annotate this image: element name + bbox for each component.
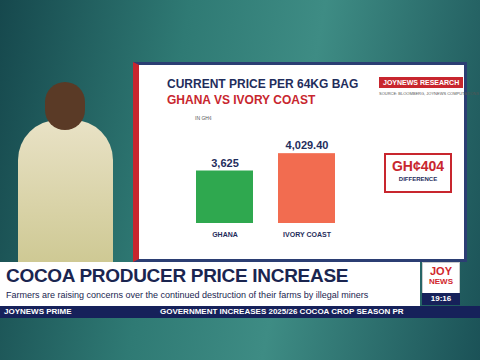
svg-text:4,029.40: 4,029.40 bbox=[286, 139, 329, 151]
html-text:CURRENT PRICE PER 64KG BAG: CURRENT PRICE PER 64KG BAG bbox=[167, 77, 359, 91]
html-text:IN GH¢: IN GH¢ bbox=[195, 115, 212, 121]
html-text:DIFFERENCE: DIFFERENCE bbox=[398, 176, 438, 182]
html-text:JOY: JOY bbox=[430, 265, 452, 277]
svg-text:IVORY COAST: IVORY COAST bbox=[283, 231, 332, 238]
html-text:GH¢404: GH¢404 bbox=[391, 158, 445, 174]
html-text:GHANA VS IVORY COAST: GHANA VS IVORY COAST bbox=[167, 93, 316, 107]
html-text:COCOA PRODUCER PRICE INCREASE: COCOA PRODUCER PRICE INCREASE bbox=[6, 265, 349, 286]
html-text:Farmers are raising concerns o: Farmers are raising concerns over the co… bbox=[6, 290, 369, 300]
svg-text:GHANA: GHANA bbox=[212, 231, 238, 238]
html-text:JOYNEWS PRIME: JOYNEWS PRIME bbox=[4, 307, 72, 316]
html-text:19:16: 19:16 bbox=[430, 294, 452, 303]
svg-text:3,625: 3,625 bbox=[211, 157, 239, 169]
html-text:GOVERNMENT INCREASES 2025/26 C: GOVERNMENT INCREASES 2025/26 COCOA CROP … bbox=[160, 307, 404, 316]
html-text:NEWS: NEWS bbox=[429, 277, 453, 286]
html-text:JOYNEWS RESEARCH: JOYNEWS RESEARCH bbox=[383, 79, 460, 86]
html-text:SOURCE: BLOOMBERG, JOYNEWS COM: SOURCE: BLOOMBERG, JOYNEWS COMPUTATIONS bbox=[379, 91, 479, 96]
